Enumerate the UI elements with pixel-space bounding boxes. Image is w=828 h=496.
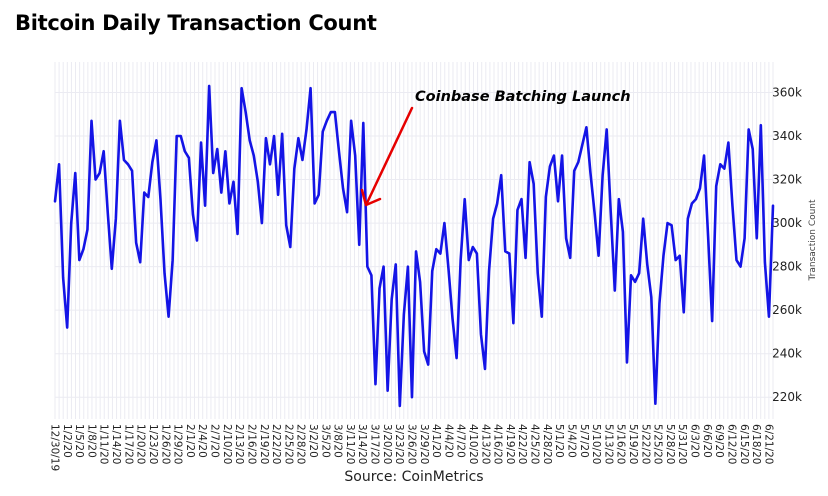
x-tick-label: 4/7/20 xyxy=(455,424,467,458)
x-tick-label: 4/1/20 xyxy=(430,424,442,458)
series-line xyxy=(53,84,775,408)
x-tick-label: 5/22/20 xyxy=(639,424,651,464)
x-tick-label: 2/10/20 xyxy=(221,424,233,464)
x-tick-label: 5/25/20 xyxy=(652,424,664,464)
x-tick-label: 1/14/20 xyxy=(110,424,122,464)
x-tick-label: 4/13/20 xyxy=(479,424,491,464)
x-tick-label: 3/20/20 xyxy=(381,424,393,464)
x-tick-label: 6/18/20 xyxy=(750,424,762,464)
x-tick-label: 3/2/20 xyxy=(307,424,319,458)
y-tick-label: 220k xyxy=(772,390,802,404)
annotation-label: Coinbase Batching Launch xyxy=(415,89,631,105)
y-tick-label: 280k xyxy=(772,260,802,274)
y-tick-label: 340k xyxy=(772,129,802,143)
x-tick-label: 12/30/19 xyxy=(49,424,61,471)
x-tick-label: 5/19/20 xyxy=(627,424,639,464)
y-tick-label: 300k xyxy=(772,216,802,230)
arrow-shaft xyxy=(365,106,414,205)
x-tick-label: 6/21/20 xyxy=(762,424,774,464)
x-axis-ticks: 12/30/19 1/2/20 1/5/20 1/8/20 1/11/20 1/14/20… xyxy=(49,424,775,471)
x-tick-label: 3/26/20 xyxy=(405,424,417,464)
x-tick-label: 3/14/20 xyxy=(356,424,368,464)
x-tick-label: 2/7/20 xyxy=(209,424,221,458)
x-tick-label: 3/17/20 xyxy=(369,424,381,464)
x-tick-label: 2/25/20 xyxy=(282,424,294,464)
y-tick-label: 360k xyxy=(772,85,802,99)
x-tick-label: 4/4/20 xyxy=(442,424,454,458)
x-tick-label: 2/16/20 xyxy=(245,424,257,464)
x-tick-label: 4/22/20 xyxy=(516,424,528,464)
x-tick-label: 6/3/20 xyxy=(689,424,701,458)
x-tick-label: 5/13/20 xyxy=(602,424,614,464)
arrow-head xyxy=(360,188,382,207)
x-tick-label: 4/25/20 xyxy=(529,424,541,464)
x-tick-label: 4/19/20 xyxy=(504,424,516,464)
x-tick-label: 5/28/20 xyxy=(664,424,676,464)
x-tick-label: 5/31/20 xyxy=(676,424,688,464)
x-tick-label: 5/10/20 xyxy=(590,424,602,464)
x-tick-label: 2/4/20 xyxy=(196,424,208,458)
x-tick-label: 2/13/20 xyxy=(233,424,245,464)
source-note: Source: CoinMetrics xyxy=(344,469,484,485)
y-tick-label: 260k xyxy=(772,303,802,317)
x-tick-label: 1/29/20 xyxy=(172,424,184,464)
x-tick-label: 6/9/20 xyxy=(713,424,725,458)
x-tick-label: 6/12/20 xyxy=(725,424,737,464)
x-tick-label: 3/11/20 xyxy=(344,424,356,464)
gridlines xyxy=(54,62,774,419)
x-tick-label: 5/16/20 xyxy=(615,424,627,464)
chart-title: Bitcoin Daily Transaction Count xyxy=(15,11,377,35)
x-tick-label: 4/16/20 xyxy=(492,424,504,464)
x-tick-label: 1/11/20 xyxy=(98,424,110,464)
x-tick-label: 1/26/20 xyxy=(159,424,171,464)
x-tick-label: 5/7/20 xyxy=(578,424,590,458)
y-tick-label: 240k xyxy=(772,347,802,361)
x-tick-label: 4/28/20 xyxy=(541,424,553,464)
x-tick-label: 4/10/20 xyxy=(467,424,479,464)
annotation-arrow xyxy=(360,106,414,207)
x-tick-label: 3/5/20 xyxy=(319,424,331,458)
x-tick-label: 3/8/20 xyxy=(332,424,344,458)
x-tick-label: 1/17/20 xyxy=(122,424,134,464)
y-tick-label: 320k xyxy=(772,173,802,187)
x-tick-label: 5/1/20 xyxy=(553,424,565,458)
x-tick-label: 1/20/20 xyxy=(135,424,147,464)
x-tick-label: 1/23/20 xyxy=(147,424,159,464)
x-tick-label: 6/6/20 xyxy=(701,424,713,458)
x-tick-label: 1/5/20 xyxy=(73,424,85,458)
x-tick-label: 2/22/20 xyxy=(270,424,282,464)
x-tick-label: 1/2/20 xyxy=(61,424,73,458)
x-tick-label: 5/4/20 xyxy=(565,424,577,458)
x-tick-label: 6/15/20 xyxy=(738,424,750,464)
x-tick-label: 3/23/20 xyxy=(393,424,405,464)
y-axis-ticks: 220k 240k 260k 280k 300k 320k 340k 360k xyxy=(772,85,802,404)
x-tick-label: 2/19/20 xyxy=(258,424,270,464)
x-tick-label: 1/8/20 xyxy=(85,424,97,458)
y-axis-label: Transaction Count xyxy=(808,199,818,282)
x-tick-label: 2/1/20 xyxy=(184,424,196,458)
x-tick-label: 3/29/20 xyxy=(418,424,430,464)
x-tick-label: 2/28/20 xyxy=(295,424,307,464)
